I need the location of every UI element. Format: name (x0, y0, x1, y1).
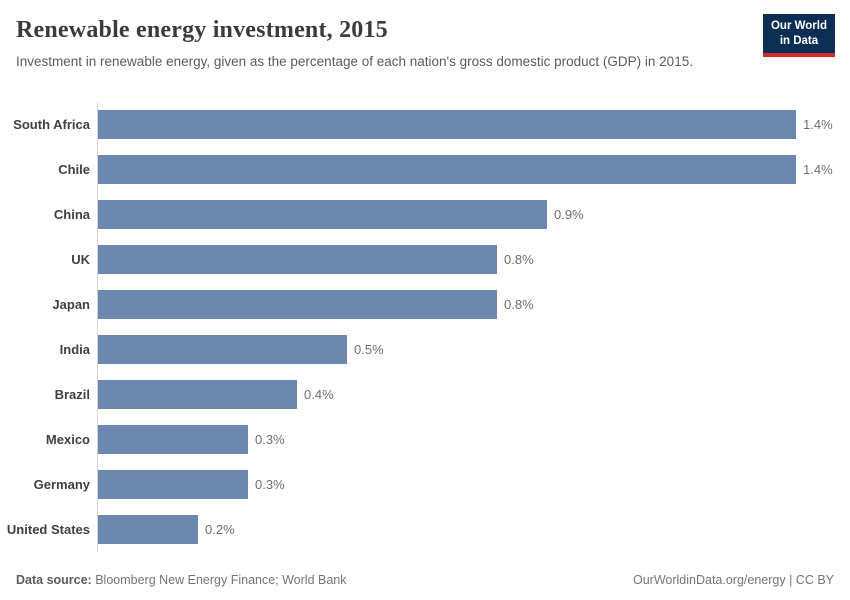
value-label: 1.4% (803, 117, 833, 132)
bar-row: South Africa 1.4% (0, 102, 850, 147)
bar[interactable] (98, 470, 248, 499)
y-axis-line (97, 102, 98, 552)
credit-link[interactable]: OurWorldinData.org/energy | CC BY (632, 573, 834, 587)
value-label: 0.8% (504, 252, 534, 267)
bar-track: 0.4% (98, 380, 850, 409)
data-source: Data source: Bloomberg New Energy Financ… (16, 573, 347, 587)
category-label: South Africa (13, 117, 90, 132)
bar[interactable] (98, 380, 297, 409)
bar-row: Chile 1.4% (0, 147, 850, 192)
category-label: Brazil (54, 387, 90, 402)
bar-row: Mexico 0.3% (0, 417, 850, 462)
category-label: Chile (58, 162, 90, 177)
value-label: 0.8% (504, 297, 534, 312)
category-label: United States (6, 522, 90, 537)
bar-rows: South Africa 1.4% Chile 1.4% China 0.9% UK 0.8%… (0, 102, 850, 552)
category-label: China (53, 207, 90, 222)
bar-track: 0.2% (98, 515, 850, 544)
value-label: 1.4% (803, 162, 833, 177)
category-label: India (59, 342, 90, 357)
bar[interactable] (98, 425, 248, 454)
owid-logo-line2: in Data (779, 34, 819, 47)
bar-row: United States 0.2% (0, 507, 850, 552)
category-label: Mexico (45, 432, 90, 447)
bar-track: 0.3% (98, 425, 850, 454)
value-label: 0.3% (255, 477, 285, 492)
bar[interactable] (98, 335, 347, 364)
bar-track: 0.3% (98, 470, 850, 499)
bar-track: 0.9% (98, 200, 850, 229)
bar-row: Japan 0.8% (0, 282, 850, 327)
data-source-value: Bloomberg New Energy Finance; World Bank (95, 573, 347, 587)
bar-track: 0.8% (98, 245, 850, 274)
value-label: 0.3% (255, 432, 285, 447)
bar-row: Germany 0.3% (0, 462, 850, 507)
bar[interactable] (98, 245, 497, 274)
chart-subtitle: Investment in renewable energy, given as… (16, 54, 693, 69)
bar-row: India 0.5% (0, 327, 850, 372)
bar-row: UK 0.8% (0, 237, 850, 282)
chart-footer: Data source: Bloomberg New Energy Financ… (16, 573, 834, 587)
bar-row: Brazil 0.4% (0, 372, 850, 417)
owid-logo: Our World in Data (762, 14, 835, 57)
bar[interactable] (98, 155, 796, 184)
bar-row: China 0.9% (0, 192, 850, 237)
category-label: Japan (52, 297, 90, 312)
chart-title: Renewable energy investment, 2015 (16, 17, 388, 43)
value-label: 0.4% (304, 387, 334, 402)
bar[interactable] (98, 110, 796, 139)
bar-chart: South Africa 1.4% Chile 1.4% China 0.9% UK 0.8%… (0, 102, 850, 552)
bar-track: 1.4% (98, 155, 850, 184)
category-label: UK (71, 252, 90, 267)
bar-track: 0.5% (98, 335, 850, 364)
bar[interactable] (98, 290, 497, 319)
data-source-label: Data source: (16, 573, 92, 587)
bar-track: 0.8% (98, 290, 850, 319)
owid-logo-line1: Our World (770, 20, 827, 32)
value-label: 0.2% (205, 522, 235, 537)
value-label: 0.5% (354, 342, 384, 357)
value-label: 0.9% (554, 207, 584, 222)
category-label: Germany (33, 477, 90, 492)
bar-track: 1.4% (98, 110, 850, 139)
bar[interactable] (98, 200, 547, 229)
bar[interactable] (98, 515, 198, 544)
